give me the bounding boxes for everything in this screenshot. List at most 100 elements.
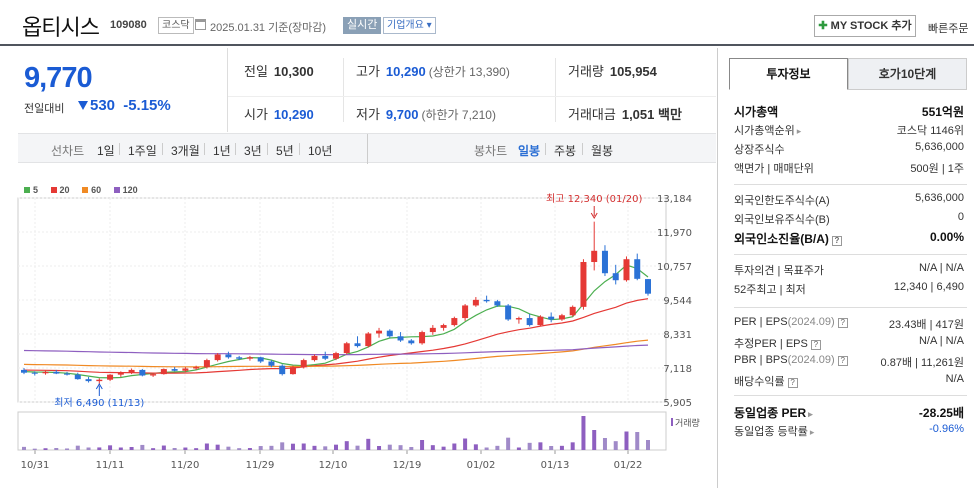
candle xyxy=(645,279,651,294)
help-icon[interactable]: ? xyxy=(810,340,821,350)
x-tick-label: 01/22 xyxy=(614,460,643,471)
volume-bar xyxy=(86,447,91,450)
volume-bar xyxy=(237,448,242,450)
candle xyxy=(333,353,339,359)
candle xyxy=(494,301,501,306)
volume-bar xyxy=(495,445,500,450)
candle-chart-label: 봉차트 xyxy=(474,144,508,158)
candle xyxy=(419,332,426,344)
volume-bar xyxy=(420,440,425,450)
period-1d[interactable]: 1일 xyxy=(97,144,115,158)
candle xyxy=(31,372,38,374)
candle xyxy=(440,325,447,328)
investment-info-panel: 투자정보 호가10단계 시가총액 551억원 시가총액순위 ▸ 코스닥 1146위 상장주… xyxy=(717,48,974,488)
period-1w[interactable]: 1주일 xyxy=(128,144,157,158)
candle xyxy=(107,374,114,380)
info-row: 투자의견 | 목표주가 N/A | N/A xyxy=(734,262,964,280)
candle xyxy=(53,371,60,374)
period-3m[interactable]: 3개월 xyxy=(171,144,200,158)
arrow-icon[interactable]: ▸ xyxy=(796,126,802,136)
company-info-dropdown[interactable]: 기업개요 ▾ xyxy=(383,17,436,34)
tab-orderbook[interactable]: 호가10단계 xyxy=(848,58,967,90)
volume-bar xyxy=(398,445,403,450)
divider xyxy=(734,395,967,396)
candle xyxy=(623,259,630,281)
volume-bar xyxy=(151,448,156,450)
change-label: 전일대비 xyxy=(24,103,65,115)
candle xyxy=(257,357,264,362)
candle xyxy=(279,365,286,375)
help-icon[interactable]: ? xyxy=(831,236,842,246)
ma20-line xyxy=(23,298,649,374)
info-row: 추정PER | EPS? N/A | N/A xyxy=(734,335,964,353)
volume-bar xyxy=(108,445,113,450)
arrow-icon[interactable]: ▸ xyxy=(808,409,813,419)
realtime-button[interactable]: 실시간 xyxy=(343,17,382,34)
info-row: PBR | BPS(2024.09)? 0.87배 | 11,261원 xyxy=(734,354,964,372)
info-row-label: PER | EPS(2024.09)? xyxy=(734,316,848,328)
candle-monthly[interactable]: 월봉 xyxy=(591,144,614,158)
divider xyxy=(734,307,967,308)
y-tick-label: 8,331 xyxy=(663,330,692,341)
info-row-value: -28.25배 xyxy=(918,406,964,420)
info-row-label: 액면가 | 매매단위 xyxy=(734,163,814,175)
my-stock-add-button[interactable]: ✚ MY STOCK 추가 xyxy=(814,15,916,37)
period-1y[interactable]: 1년 xyxy=(213,144,231,158)
volume-bar xyxy=(516,447,521,450)
candle xyxy=(225,354,232,358)
candle xyxy=(42,371,49,374)
volume-bar xyxy=(549,446,554,450)
tab-investment-info[interactable]: 투자정보 xyxy=(729,58,848,90)
info-row: 외국인소진율(B/A)? 0.00% xyxy=(734,230,964,248)
volume-bar xyxy=(366,438,371,450)
candle xyxy=(150,374,157,376)
legend-ma20: 20 xyxy=(50,185,70,195)
info-row-label: 동일업종 등락률 ▸ xyxy=(734,426,815,438)
help-icon[interactable]: ? xyxy=(787,378,798,388)
x-tick-label: 12/10 xyxy=(319,460,348,471)
info-row-value: 5,636,000 xyxy=(915,141,964,153)
candle-weekly[interactable]: 주봉 xyxy=(554,144,577,158)
period-5y[interactable]: 5년 xyxy=(276,144,294,158)
volume-bar xyxy=(65,448,70,450)
price-chart[interactable]: 13,184 11,970 10,757 9,544 8,331 7,118 5,905 10… xyxy=(0,190,716,488)
candle xyxy=(139,369,146,376)
volume-bar xyxy=(635,432,640,450)
info-row-value: 코스닥 1146위 xyxy=(896,125,964,137)
info-row: 상장주식수 5,636,000 xyxy=(734,141,964,159)
panel-tabs: 투자정보 호가10단계 xyxy=(729,58,967,90)
info-row: 52주최고 | 최저 12,340 | 6,490 xyxy=(734,281,964,299)
info-row-value: 500원 | 1주 xyxy=(910,163,964,175)
high-annotation: 최고 12,340 (01/20) xyxy=(546,193,642,205)
candle xyxy=(376,330,383,334)
info-row-value: -0.96% xyxy=(929,423,964,435)
divider xyxy=(734,184,967,185)
period-10y[interactable]: 10년 xyxy=(308,144,333,158)
candle xyxy=(182,368,189,371)
volume-bar xyxy=(592,430,597,450)
ma60-line xyxy=(23,339,649,368)
arrow-icon[interactable]: ▸ xyxy=(809,427,815,437)
help-icon[interactable]: ? xyxy=(837,318,848,328)
candle xyxy=(21,369,27,373)
x-tick-label: 01/02 xyxy=(467,460,496,471)
volume-bar xyxy=(430,445,435,450)
price-change: 530 -5.15% xyxy=(78,97,171,114)
candle xyxy=(354,343,361,347)
volume-bar xyxy=(538,442,543,450)
info-row: 동일업종 등락률 ▸ -0.96% xyxy=(734,423,964,441)
quick-order-link[interactable]: 빠른주문 xyxy=(928,23,969,35)
period-3y[interactable]: 3년 xyxy=(244,144,262,158)
legend-ma60: 60 xyxy=(82,185,101,195)
info-row-label: 외국인소진율(B/A)? xyxy=(734,230,842,247)
divider xyxy=(555,58,556,122)
candle xyxy=(558,315,565,320)
volume-bar xyxy=(452,443,457,450)
plus-icon: ✚ xyxy=(818,20,828,32)
calendar-icon xyxy=(195,19,206,30)
volume-bar xyxy=(183,447,188,450)
candle-daily[interactable]: 일봉 xyxy=(518,144,541,158)
quote-info-grid: 전일 10,300 고가 10,290 (상한가 13,390) 거래량 105,954… xyxy=(228,48,716,132)
volume-bar xyxy=(301,443,306,450)
help-icon[interactable]: ? xyxy=(837,356,848,366)
